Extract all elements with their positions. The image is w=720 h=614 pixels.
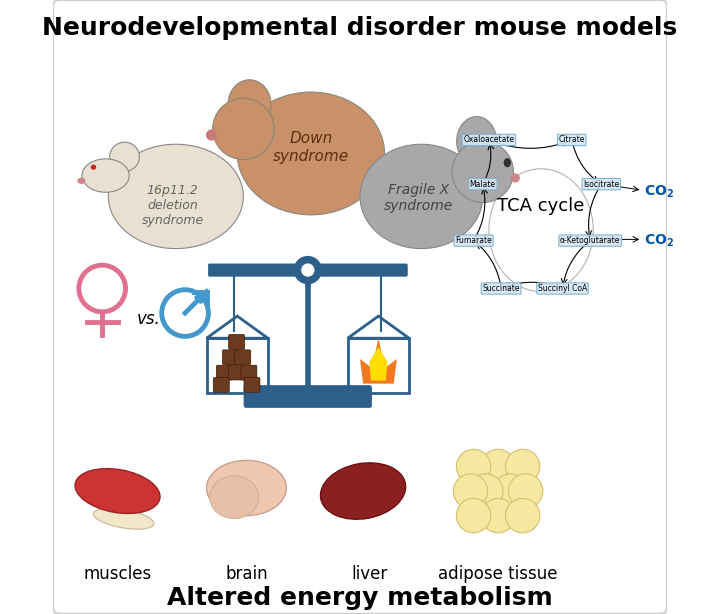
Ellipse shape — [212, 98, 274, 160]
FancyBboxPatch shape — [217, 365, 233, 380]
Circle shape — [493, 474, 528, 508]
Ellipse shape — [452, 141, 513, 203]
Text: Fragile X
syndrome: Fragile X syndrome — [384, 182, 453, 212]
Polygon shape — [369, 347, 387, 381]
Text: $\mathbf{CO_2}$: $\mathbf{CO_2}$ — [644, 184, 674, 200]
Text: Succinyl CoA: Succinyl CoA — [538, 284, 588, 293]
Text: TCA cycle: TCA cycle — [498, 196, 585, 215]
FancyBboxPatch shape — [208, 264, 408, 276]
Text: Citrate: Citrate — [559, 136, 585, 144]
FancyBboxPatch shape — [244, 378, 260, 392]
FancyBboxPatch shape — [213, 378, 229, 392]
Ellipse shape — [320, 463, 405, 519]
Ellipse shape — [360, 144, 483, 249]
Circle shape — [456, 499, 491, 533]
Text: Oxaloacetate: Oxaloacetate — [464, 136, 515, 144]
Ellipse shape — [207, 460, 287, 516]
Ellipse shape — [75, 468, 160, 513]
FancyBboxPatch shape — [235, 350, 251, 365]
Text: adipose tissue: adipose tissue — [438, 565, 558, 583]
FancyBboxPatch shape — [229, 335, 245, 349]
FancyBboxPatch shape — [222, 350, 238, 365]
Text: Altered energy metabolism: Altered energy metabolism — [167, 586, 553, 610]
Text: muscles: muscles — [84, 565, 152, 583]
Text: liver: liver — [351, 565, 387, 583]
Text: 16p11.2
deletion
syndrome: 16p11.2 deletion syndrome — [142, 184, 204, 227]
Ellipse shape — [237, 92, 384, 215]
Text: Down
syndrome: Down syndrome — [273, 131, 349, 163]
Circle shape — [505, 449, 540, 484]
Ellipse shape — [77, 177, 86, 184]
Text: Isocitrate: Isocitrate — [583, 180, 619, 188]
Circle shape — [456, 449, 491, 484]
FancyBboxPatch shape — [229, 365, 245, 380]
Circle shape — [481, 499, 516, 533]
Ellipse shape — [206, 130, 217, 141]
Ellipse shape — [210, 476, 258, 519]
Ellipse shape — [109, 142, 140, 171]
Text: Fumarate: Fumarate — [455, 236, 492, 245]
Text: Succinate: Succinate — [482, 284, 520, 293]
Circle shape — [300, 263, 315, 278]
Ellipse shape — [108, 144, 243, 249]
Text: $\mathbf{CO_2}$: $\mathbf{CO_2}$ — [644, 233, 674, 249]
Circle shape — [481, 449, 516, 484]
Circle shape — [454, 474, 487, 508]
Text: vs.: vs. — [136, 310, 160, 328]
Ellipse shape — [82, 159, 130, 192]
Circle shape — [508, 474, 543, 508]
Text: α-Ketoglutarate: α-Ketoglutarate — [560, 236, 621, 245]
Ellipse shape — [456, 117, 497, 166]
Ellipse shape — [91, 165, 96, 170]
Text: Neurodevelopmental disorder mouse models: Neurodevelopmental disorder mouse models — [42, 15, 678, 40]
Ellipse shape — [94, 508, 154, 529]
Ellipse shape — [503, 158, 511, 167]
Circle shape — [294, 257, 321, 284]
FancyBboxPatch shape — [244, 386, 372, 408]
Circle shape — [505, 499, 540, 533]
Text: brain: brain — [225, 565, 268, 583]
Ellipse shape — [228, 80, 271, 129]
FancyBboxPatch shape — [53, 0, 667, 614]
Ellipse shape — [510, 173, 520, 182]
Polygon shape — [360, 338, 397, 384]
Text: Malate: Malate — [469, 180, 496, 188]
Circle shape — [469, 474, 503, 508]
FancyBboxPatch shape — [241, 365, 257, 380]
